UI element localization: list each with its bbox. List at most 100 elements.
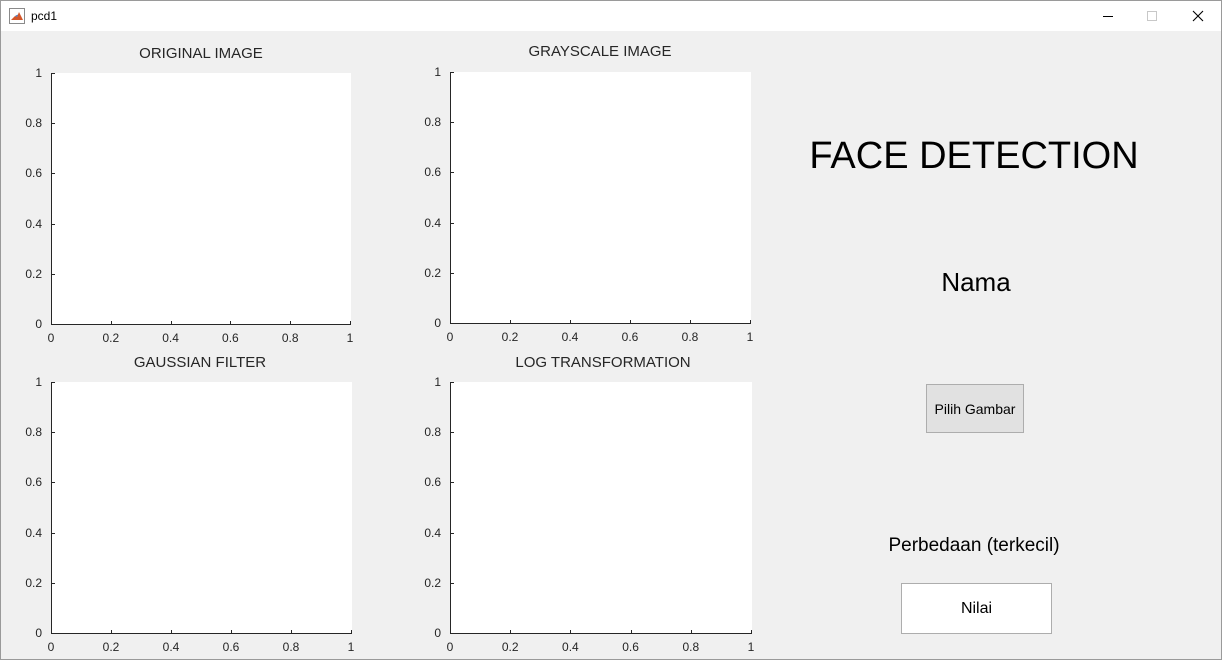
name-label: Nama: [941, 267, 1011, 297]
y-tick-label: 0.4: [25, 525, 42, 540]
x-tick-mark: [351, 630, 352, 633]
axes-title: LOG TRANSFORMATION: [515, 354, 691, 371]
y-tick-label: 0.4: [25, 216, 42, 231]
y-tick-label: 0.2: [424, 265, 441, 280]
y-tick-mark: [52, 73, 55, 74]
x-tick-label: 0: [47, 331, 55, 345]
y-tick-label: 0: [434, 316, 441, 330]
x-tick-mark: [450, 630, 451, 633]
y-tick-label: 0.2: [424, 575, 441, 590]
x-tick-label: 0.8: [681, 330, 699, 344]
y-tick-label: 0.2: [25, 266, 42, 281]
y-tick-label: 0.2: [25, 575, 42, 590]
face-detection-heading: FACE DETECTION: [809, 135, 1139, 177]
y-tick-mark: [451, 222, 454, 224]
x-tick-mark: [570, 630, 572, 633]
y-tick-label: 0.8: [25, 116, 42, 131]
y-tick-mark: [52, 324, 55, 325]
x-tick-mark: [690, 320, 691, 323]
x-tick-mark: [231, 630, 232, 633]
maximize-button[interactable]: [1129, 1, 1175, 31]
plot-area[interactable]: [450, 72, 751, 324]
window-title: pcd1: [31, 9, 58, 23]
x-tick-label: 0: [446, 330, 454, 344]
x-tick-mark: [510, 630, 512, 633]
x-tick-mark: [690, 630, 692, 633]
y-tick-label: 0.6: [25, 475, 42, 490]
minimize-button[interactable]: [1085, 1, 1131, 31]
title-bar[interactable]: pcd1: [1, 1, 1221, 31]
y-tick-mark: [52, 432, 55, 434]
x-tick-label: 0.4: [561, 330, 579, 344]
y-tick-mark: [451, 432, 454, 434]
x-tick-mark: [110, 321, 112, 324]
y-tick-mark: [451, 272, 454, 274]
x-tick-label: 0.4: [162, 331, 179, 345]
y-tick-label: 0.8: [424, 425, 441, 440]
x-tick-label: 0.4: [162, 640, 180, 654]
x-tick-label: 0: [47, 640, 55, 654]
x-tick-label: 0.4: [562, 640, 579, 654]
x-tick-label: 0.8: [281, 331, 299, 345]
x-tick-mark: [630, 320, 631, 323]
difference-label: Perbedaan (terkecil): [888, 535, 1060, 556]
x-tick-label: 0.2: [102, 331, 120, 345]
x-tick-label: 0.2: [501, 640, 519, 654]
axes-title: GRAYSCALE IMAGE: [528, 43, 672, 60]
axes-title: GAUSSIAN FILTER: [133, 354, 267, 371]
plot-area[interactable]: [51, 73, 351, 325]
x-tick-label: 0: [446, 640, 454, 654]
x-tick-mark: [111, 630, 112, 633]
x-tick-mark: [510, 320, 511, 323]
x-tick-mark: [171, 630, 172, 633]
y-tick-label: 0.6: [25, 166, 42, 181]
y-tick-label: 0.8: [25, 425, 42, 440]
x-tick-mark: [290, 321, 292, 324]
x-tick-mark: [570, 320, 571, 323]
y-tick-label: 0.4: [424, 215, 441, 230]
x-tick-label: 0.6: [222, 640, 240, 654]
y-tick-mark: [451, 122, 454, 124]
y-tick-mark: [451, 323, 454, 324]
y-tick-mark: [52, 123, 55, 125]
y-tick-label: 1: [35, 375, 42, 389]
plot-area[interactable]: [51, 382, 352, 634]
y-tick-mark: [52, 482, 55, 484]
close-button[interactable]: [1175, 1, 1221, 31]
y-tick-mark: [451, 482, 454, 484]
y-tick-mark: [451, 582, 454, 584]
close-icon: [1192, 10, 1204, 22]
x-tick-label: 0.2: [102, 640, 120, 654]
y-tick-label: 0.8: [424, 115, 441, 130]
y-tick-mark: [52, 173, 55, 175]
minimize-icon: [1103, 16, 1113, 17]
x-tick-mark: [630, 630, 632, 633]
y-tick-mark: [52, 532, 55, 534]
maximize-icon: [1147, 11, 1157, 21]
choose-image-button[interactable]: Pilih Gambar: [926, 384, 1024, 433]
x-tick-label: 0.8: [682, 640, 700, 654]
y-tick-mark: [451, 72, 454, 73]
y-tick-mark: [451, 382, 454, 383]
y-tick-label: 0.4: [424, 525, 441, 540]
y-tick-mark: [451, 633, 454, 634]
x-tick-label: 0.6: [222, 331, 239, 345]
axes-title: ORIGINAL IMAGE: [139, 45, 263, 62]
x-tick-label: 0.8: [282, 640, 300, 654]
x-tick-label: 1: [747, 640, 755, 654]
x-tick-mark: [291, 630, 292, 633]
x-tick-mark: [750, 320, 751, 323]
x-tick-mark: [450, 320, 451, 323]
y-tick-mark: [451, 532, 454, 534]
y-tick-mark: [451, 172, 454, 174]
plot-area[interactable]: [450, 382, 752, 634]
y-tick-label: 0: [434, 626, 441, 640]
x-tick-mark: [230, 321, 232, 324]
x-tick-label: 1: [347, 640, 355, 654]
y-tick-mark: [52, 223, 55, 225]
x-tick-label: 0.6: [622, 640, 639, 654]
x-tick-label: 0.6: [621, 330, 639, 344]
y-tick-label: 0: [35, 626, 42, 640]
x-tick-label: 1: [746, 330, 754, 344]
